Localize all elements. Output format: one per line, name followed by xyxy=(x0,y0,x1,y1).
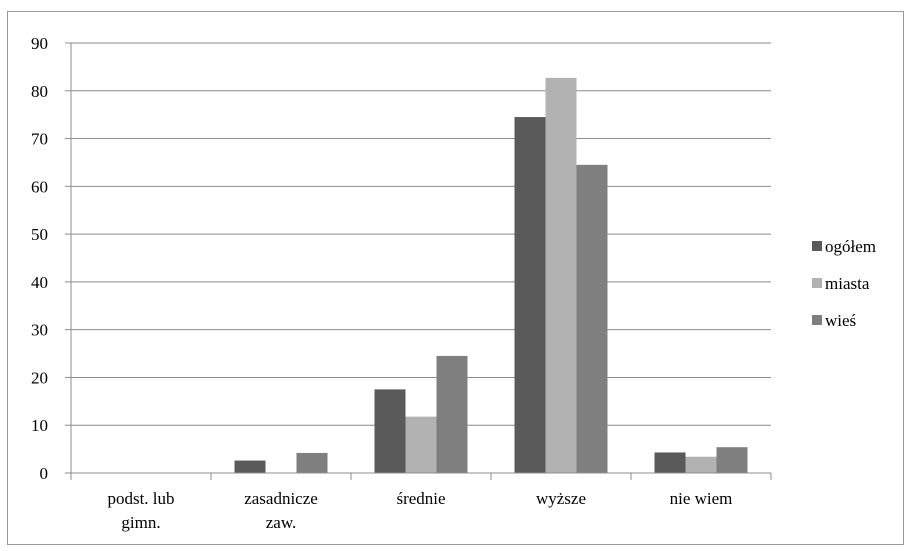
y-tick-label: 80 xyxy=(31,82,48,101)
bar-ogółem-2 xyxy=(374,389,406,473)
y-tick-label: 50 xyxy=(31,225,48,244)
x-category-label-line: nie wiem xyxy=(670,489,733,508)
y-tick-label: 20 xyxy=(31,368,48,387)
y-tick-label: 60 xyxy=(31,177,48,196)
bar-miasta-3 xyxy=(545,77,577,473)
legend: ogółem miasta wieś xyxy=(812,237,876,330)
y-tick-label: 30 xyxy=(31,321,48,340)
legend-label: wieś xyxy=(825,311,856,330)
gridlines xyxy=(71,42,771,426)
axes xyxy=(65,42,772,480)
legend-swatch-miasta xyxy=(812,278,822,288)
x-category-label-line: średnie xyxy=(396,489,445,508)
legend-label: miasta xyxy=(825,274,870,293)
y-tick-label: 70 xyxy=(31,130,48,149)
bar-ogółem-4 xyxy=(654,452,686,473)
bar-ogółem-3 xyxy=(514,117,546,474)
y-tick-label: 0 xyxy=(40,464,49,483)
y-tick-labels: 0 10 20 30 40 50 60 70 80 90 xyxy=(31,34,48,483)
x-category-label: zasadnicze zaw. xyxy=(244,489,318,532)
bars xyxy=(234,77,748,474)
y-tick-label: 10 xyxy=(31,416,48,435)
y-tick-label: 40 xyxy=(31,273,48,292)
x-category-label-line: zaw. xyxy=(266,513,297,532)
bar-wieś-1 xyxy=(296,452,328,473)
bar-miasta-4 xyxy=(685,456,717,473)
x-category-label: średnie xyxy=(396,489,445,508)
legend-swatch-ogółem xyxy=(812,241,822,251)
legend-swatch-wieś xyxy=(812,315,822,325)
x-category-label: wyższe xyxy=(536,489,586,508)
bar-wieś-3 xyxy=(576,164,608,474)
x-category-label-line: gimn. xyxy=(121,513,160,532)
bar-ogółem-1 xyxy=(234,460,266,473)
bar-wieś-4 xyxy=(716,447,748,473)
legend-label: ogółem xyxy=(825,237,876,256)
x-tick-labels: podst. lub gimn. zasadnicze zaw. średnie wyżs… xyxy=(107,489,732,532)
x-category-label: nie wiem xyxy=(670,489,733,508)
x-category-label-line: zasadnicze xyxy=(244,489,318,508)
bar-miasta-2 xyxy=(405,416,437,473)
bar-wieś-2 xyxy=(436,355,468,473)
x-category-label-line: wyższe xyxy=(536,489,586,508)
x-category-label-line: podst. lub xyxy=(107,489,174,508)
x-category-label: podst. lub gimn. xyxy=(107,489,174,532)
y-tick-label: 90 xyxy=(31,34,48,53)
